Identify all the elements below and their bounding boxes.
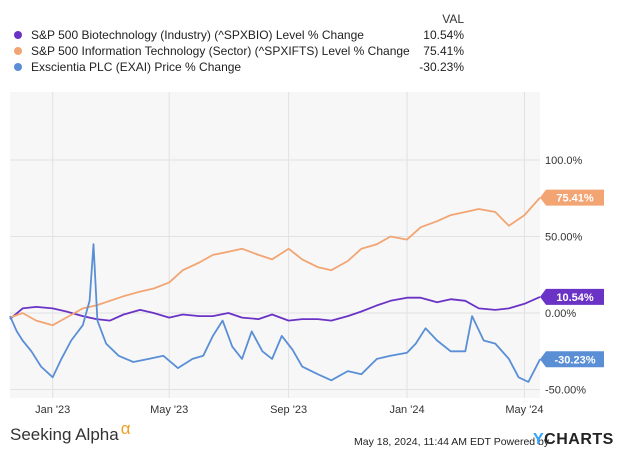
ycharts-y: Y: [533, 431, 545, 448]
end-value-tag: [540, 351, 604, 368]
legend-dot-biotech: [14, 31, 22, 39]
end-value-label: -30.23%: [555, 354, 596, 366]
y-tick-label: 100.0%: [545, 155, 583, 167]
x-tick-label: Sep '23: [270, 404, 307, 416]
end-value-tag: [540, 288, 604, 305]
legend-dot-infotech: [14, 47, 22, 55]
y-tick-label: 0.00%: [545, 308, 576, 320]
x-tick-label: Jan '24: [389, 404, 424, 416]
series-line: [9, 243, 541, 383]
ycharts-rest: CHARTS: [544, 431, 614, 448]
alpha-mark: α: [120, 419, 131, 438]
seeking-alpha-logo: Seeking Alpha α: [10, 419, 131, 445]
legend-dot-exai: [14, 63, 22, 71]
x-tick-label: May '24: [505, 404, 543, 416]
timestamp-text: May 18, 2024, 11:44 AM EDT Powered by: [354, 436, 550, 448]
end-value-label: 10.54%: [556, 292, 594, 304]
series-line: [9, 296, 541, 322]
legend-item-exai[interactable]: Exscientia PLC (EXAI) Price % Change -30…: [14, 59, 464, 75]
legend-item-infotech[interactable]: S&P 500 Information Technology (Sector) …: [14, 43, 464, 59]
end-value-tag: [540, 189, 604, 206]
plot-area: [10, 92, 540, 398]
legend-header: VAL: [442, 12, 464, 26]
legend-label-exai: Exscientia PLC (EXAI) Price % Change: [31, 60, 242, 74]
legend-label-infotech: S&P 500 Information Technology (Sector) …: [31, 44, 410, 58]
end-value-label: 75.41%: [556, 193, 594, 205]
y-tick-label: 50.00%: [545, 232, 583, 244]
ycharts-logo: YCHARTS: [533, 431, 614, 449]
legend-label-biotech: S&P 500 Biotechnology (Industry) (^SPXBI…: [31, 28, 364, 42]
legend-value-infotech: 75.41%: [423, 44, 464, 58]
x-tick-label: May '23: [150, 404, 188, 416]
y-tick-label: -50.00%: [545, 385, 586, 397]
brand-name: Seeking Alpha: [10, 425, 119, 444]
x-tick-label: Jan '23: [35, 404, 70, 416]
legend-value-biotech: 10.54%: [423, 28, 464, 42]
legend-item-biotech[interactable]: S&P 500 Biotechnology (Industry) (^SPXBI…: [14, 27, 464, 43]
legend-value-exai: -30.23%: [419, 60, 464, 74]
